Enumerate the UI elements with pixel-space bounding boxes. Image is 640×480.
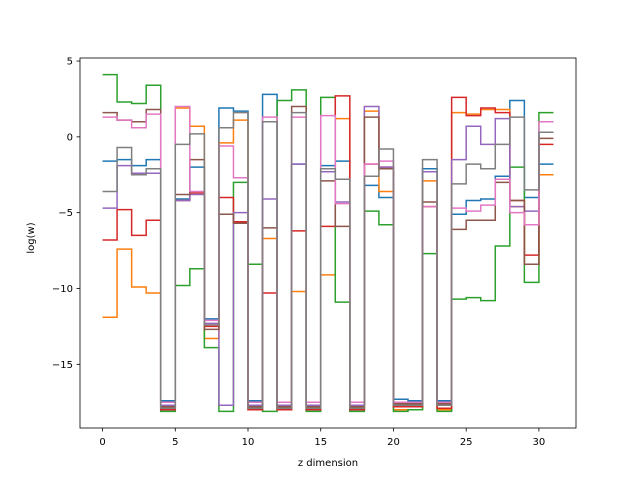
x-tick-label: 0: [99, 437, 105, 448]
x-tick-label: 15: [314, 437, 327, 448]
x-tick-label: 30: [533, 437, 546, 448]
x-tick-label: 10: [242, 437, 255, 448]
x-tick-label: 25: [460, 437, 473, 448]
x-axis-ticks: 0 5 10 15 20 25 30: [99, 428, 545, 448]
y-axis-title: log(w): [26, 222, 37, 253]
y-tick-label: 5: [67, 57, 73, 68]
y-tick-label: 0: [67, 132, 73, 143]
axes-frame: [79, 57, 577, 429]
series-layer: [102, 73, 554, 413]
y-axis-ticks: 5 0 −5 −10 −15: [52, 57, 80, 371]
x-tick-label: 5: [172, 437, 178, 448]
y-tick-label: −5: [58, 208, 73, 219]
series-line-1: [102, 93, 554, 403]
series-line-8: [102, 111, 554, 410]
y-tick-label: −15: [52, 360, 73, 371]
series-line-3: [102, 73, 554, 413]
x-tick-label: 20: [387, 437, 400, 448]
series-line-5: [102, 105, 554, 406]
series-line-7: [102, 105, 554, 403]
x-axis-title: z dimension: [298, 458, 358, 469]
y-tick-label: −10: [52, 284, 73, 295]
